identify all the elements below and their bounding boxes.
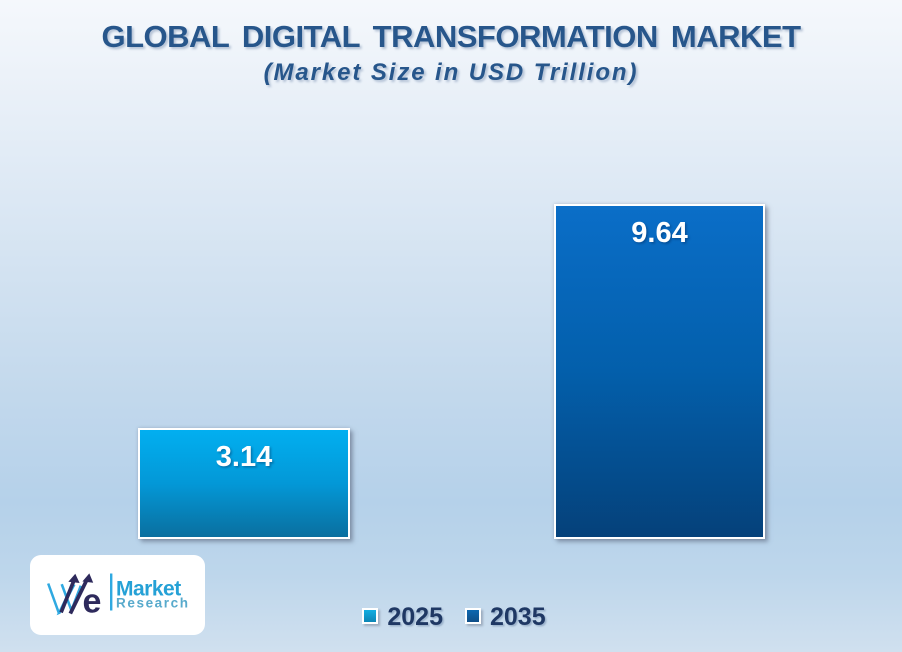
svg-text:Market: Market xyxy=(116,578,181,601)
svg-text:e: e xyxy=(83,583,102,621)
svg-text:Research: Research xyxy=(116,596,190,611)
